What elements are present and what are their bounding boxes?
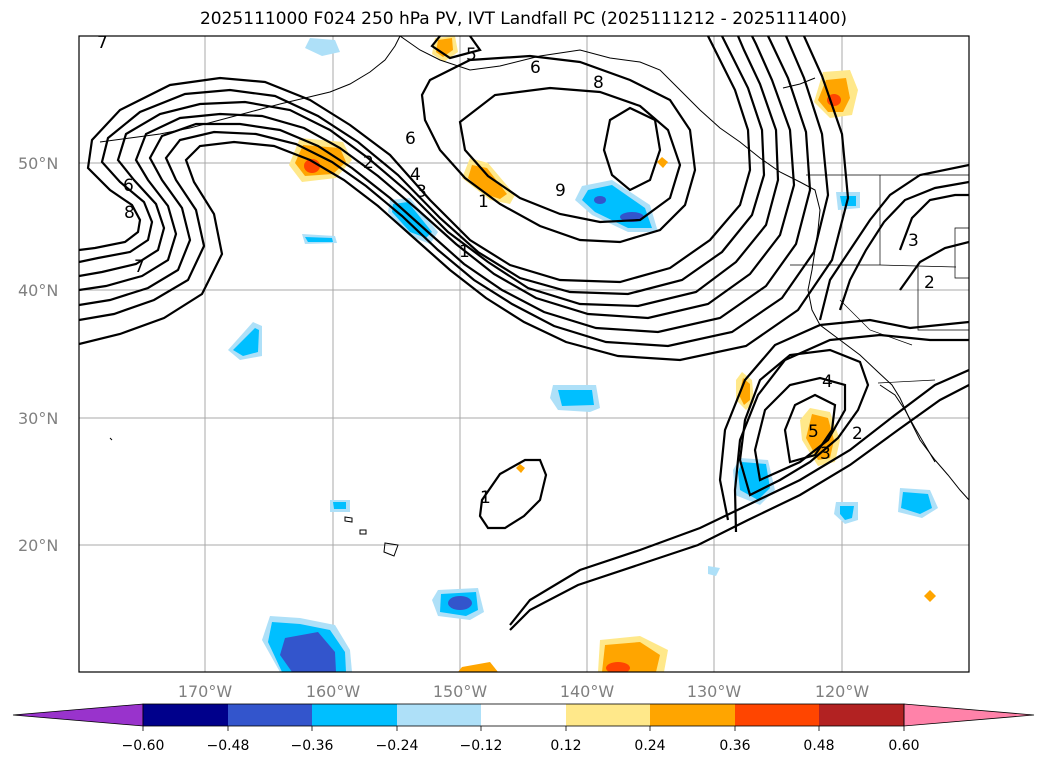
lat-label-20n: 20°N [18,536,58,555]
contour-label: 3 [908,231,919,251]
contour-label: 6 [405,129,416,149]
colorbar-segment [650,704,735,726]
map-title: 2025111000 F024 250 hPa PV, IVT Landfall… [199,9,847,29]
colorbar-tick-label: 0.60 [888,738,919,754]
lat-label-30n: 30°N [18,409,58,428]
colorbar-tick-label: 0.24 [634,738,665,754]
colorbar-tick-label: −0.36 [291,738,334,754]
contour-label: 9 [555,181,566,201]
colorbar-tick-label: 0.12 [550,738,581,754]
contour-label: 5 [466,45,477,65]
contour-label: 8 [593,73,604,93]
contour-label: 6 [123,176,134,196]
colorbar-extend-low [12,703,144,727]
contour-label: 7 [97,33,108,53]
colorbar-segment [735,704,819,726]
colorbar-segment [481,704,566,726]
contour-label: 3 [820,444,831,464]
contour-label: 1 [478,192,489,212]
colorbar-segment [566,704,650,726]
contour-label: 7 [134,257,145,277]
lon-label-140w: 140°W [560,682,615,701]
latitude-labels: 50°N 40°N 30°N 20°N [18,154,58,555]
colorbar-tick-label: 0.36 [719,738,750,754]
lon-label-170w: 170°W [178,682,233,701]
contour-label: 2 [852,424,863,444]
contour-label: 1 [480,488,491,508]
contour-label: 2 [363,153,374,173]
colorbar-tick-label: 0.48 [803,738,834,754]
colorbar-segment [312,704,397,726]
colorbar-segment [228,704,312,726]
ivt-contours [79,36,969,631]
longitude-labels: 170°W 160°W 150°W 140°W 130°W 120°W [178,682,870,701]
colorbar-extend-high [903,703,1035,727]
contour-label: 6 [530,58,541,78]
colorbar-segment [819,704,904,726]
contour-label: 4 [822,372,833,392]
borders [790,174,969,384]
contour-label: 2 [924,273,935,293]
lon-label-130w: 130°W [687,682,742,701]
coastlines [99,36,969,557]
lat-label-40n: 40°N [18,281,58,300]
contour-label: 4 [410,165,421,185]
colorbar-tick-label: −0.24 [376,738,419,754]
colorbar-segment [397,704,481,726]
colorbar: −0.60 −0.48 −0.36 −0.24 −0.12 0.12 0.24 … [12,703,1035,754]
colorbar-tick-label: −0.60 [122,738,165,754]
lat-label-50n: 50°N [18,154,58,173]
contour-label: 3 [416,182,427,202]
contour-label: 5 [808,422,819,442]
contour-labels: 7 6 8 7 5 6 8 6 2 4 3 1 1 9 3 2 4 5 3 2 … [97,33,935,508]
lon-label-120w: 120°W [815,682,870,701]
contour-label: 8 [124,203,135,223]
lon-label-150w: 150°W [433,682,488,701]
colorbar-tick-label: −0.12 [460,738,503,754]
colorbar-segment [143,704,228,726]
map-frame [78,35,970,673]
contour-label: 1 [459,242,470,262]
lon-label-160w: 160°W [306,682,361,701]
colorbar-tick-label: −0.48 [207,738,250,754]
